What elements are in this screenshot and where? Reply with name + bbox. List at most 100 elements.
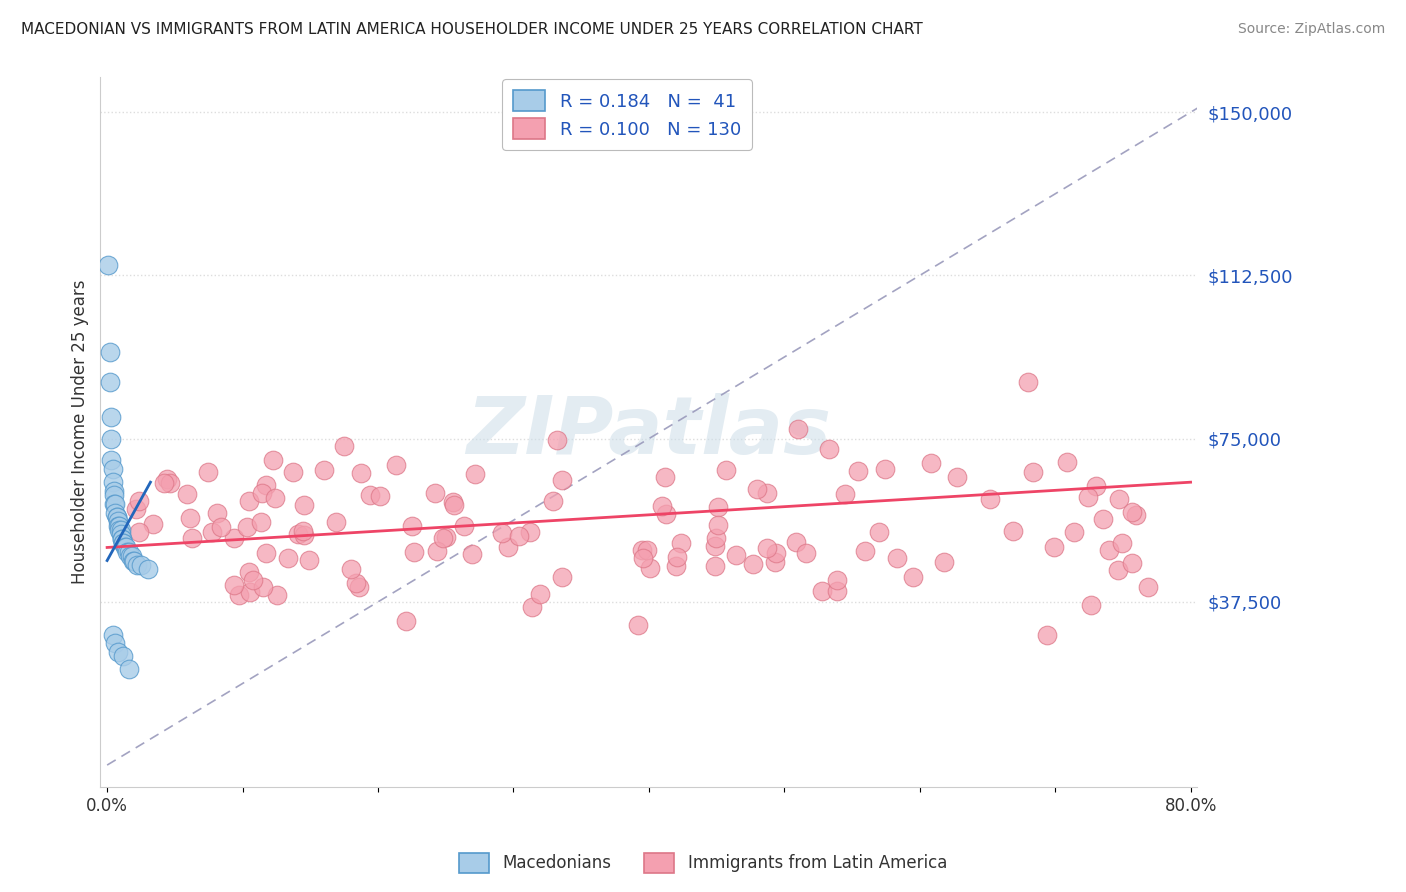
Point <box>111 532 134 546</box>
Point <box>228 589 250 603</box>
Text: MACEDONIAN VS IMMIGRANTS FROM LATIN AMERICA HOUSEHOLDER INCOME UNDER 25 YEARS CO: MACEDONIAN VS IMMIGRANTS FROM LATIN AMER… <box>21 22 922 37</box>
Point <box>98 375 121 389</box>
Point <box>266 589 288 603</box>
Point <box>1036 627 1059 641</box>
Point <box>825 584 848 599</box>
Point <box>103 483 125 498</box>
Point <box>443 498 465 512</box>
Point <box>920 457 942 471</box>
Point <box>107 514 129 528</box>
Point <box>104 497 127 511</box>
Point <box>238 565 260 579</box>
Point <box>1108 492 1130 507</box>
Point <box>810 583 832 598</box>
Point <box>763 555 786 569</box>
Point <box>825 574 848 588</box>
Point <box>292 498 315 512</box>
Point <box>333 439 356 453</box>
Point <box>114 541 136 555</box>
Point <box>508 529 530 543</box>
Point <box>714 463 737 477</box>
Point <box>201 524 224 539</box>
Point <box>155 472 177 486</box>
Point <box>108 523 131 537</box>
Point <box>254 477 277 491</box>
Point <box>142 516 165 531</box>
Point <box>669 536 692 550</box>
Point <box>631 550 654 565</box>
Point <box>110 527 132 541</box>
Point <box>404 545 426 559</box>
Point <box>1111 536 1133 550</box>
Point <box>287 526 309 541</box>
Point <box>264 491 287 505</box>
Point <box>665 550 688 565</box>
Point <box>340 562 363 576</box>
Y-axis label: Householder Income Under 25 years: Householder Income Under 25 years <box>72 280 89 584</box>
Point <box>496 540 519 554</box>
Point <box>153 475 176 490</box>
Point <box>901 569 924 583</box>
Point <box>283 465 305 479</box>
Point <box>1056 455 1078 469</box>
Point <box>292 524 315 538</box>
Point <box>453 518 475 533</box>
Point <box>176 486 198 500</box>
Point <box>252 581 274 595</box>
Point <box>205 506 228 520</box>
Point <box>350 467 373 481</box>
Point <box>461 547 484 561</box>
Point <box>128 525 150 540</box>
Point <box>786 422 808 436</box>
Point <box>491 526 513 541</box>
Point <box>464 467 486 481</box>
Point <box>747 482 769 496</box>
Point <box>520 599 543 614</box>
Point <box>277 550 299 565</box>
Point <box>359 488 381 502</box>
Point <box>100 432 122 446</box>
Point <box>541 494 564 508</box>
Point <box>1077 491 1099 505</box>
Point <box>550 474 572 488</box>
Point <box>98 344 121 359</box>
Point <box>254 546 277 560</box>
Point <box>741 557 763 571</box>
Point <box>1121 505 1143 519</box>
Point <box>794 546 817 560</box>
Point <box>111 532 134 546</box>
Point <box>262 453 284 467</box>
Point <box>101 462 124 476</box>
Point <box>426 544 449 558</box>
Point <box>325 515 347 529</box>
Point <box>834 487 856 501</box>
Point <box>725 549 748 563</box>
Point <box>1092 511 1115 525</box>
Point <box>347 580 370 594</box>
Point <box>104 636 127 650</box>
Point <box>250 485 273 500</box>
Point <box>665 558 688 573</box>
Point <box>97 258 120 272</box>
Point <box>125 502 148 516</box>
Point <box>344 575 367 590</box>
Point <box>122 553 145 567</box>
Point <box>704 531 727 545</box>
Point <box>100 409 122 424</box>
Point <box>932 555 955 569</box>
Point <box>120 549 142 564</box>
Point <box>117 545 139 559</box>
Point <box>1063 524 1085 539</box>
Point <box>551 570 574 584</box>
Point <box>125 558 148 572</box>
Point <box>704 539 727 553</box>
Point <box>1136 580 1159 594</box>
Point <box>654 469 676 483</box>
Point <box>853 544 876 558</box>
Point <box>627 618 650 632</box>
Point <box>103 497 125 511</box>
Point <box>236 519 259 533</box>
Point <box>785 535 807 549</box>
Point <box>107 518 129 533</box>
Point <box>1042 540 1064 554</box>
